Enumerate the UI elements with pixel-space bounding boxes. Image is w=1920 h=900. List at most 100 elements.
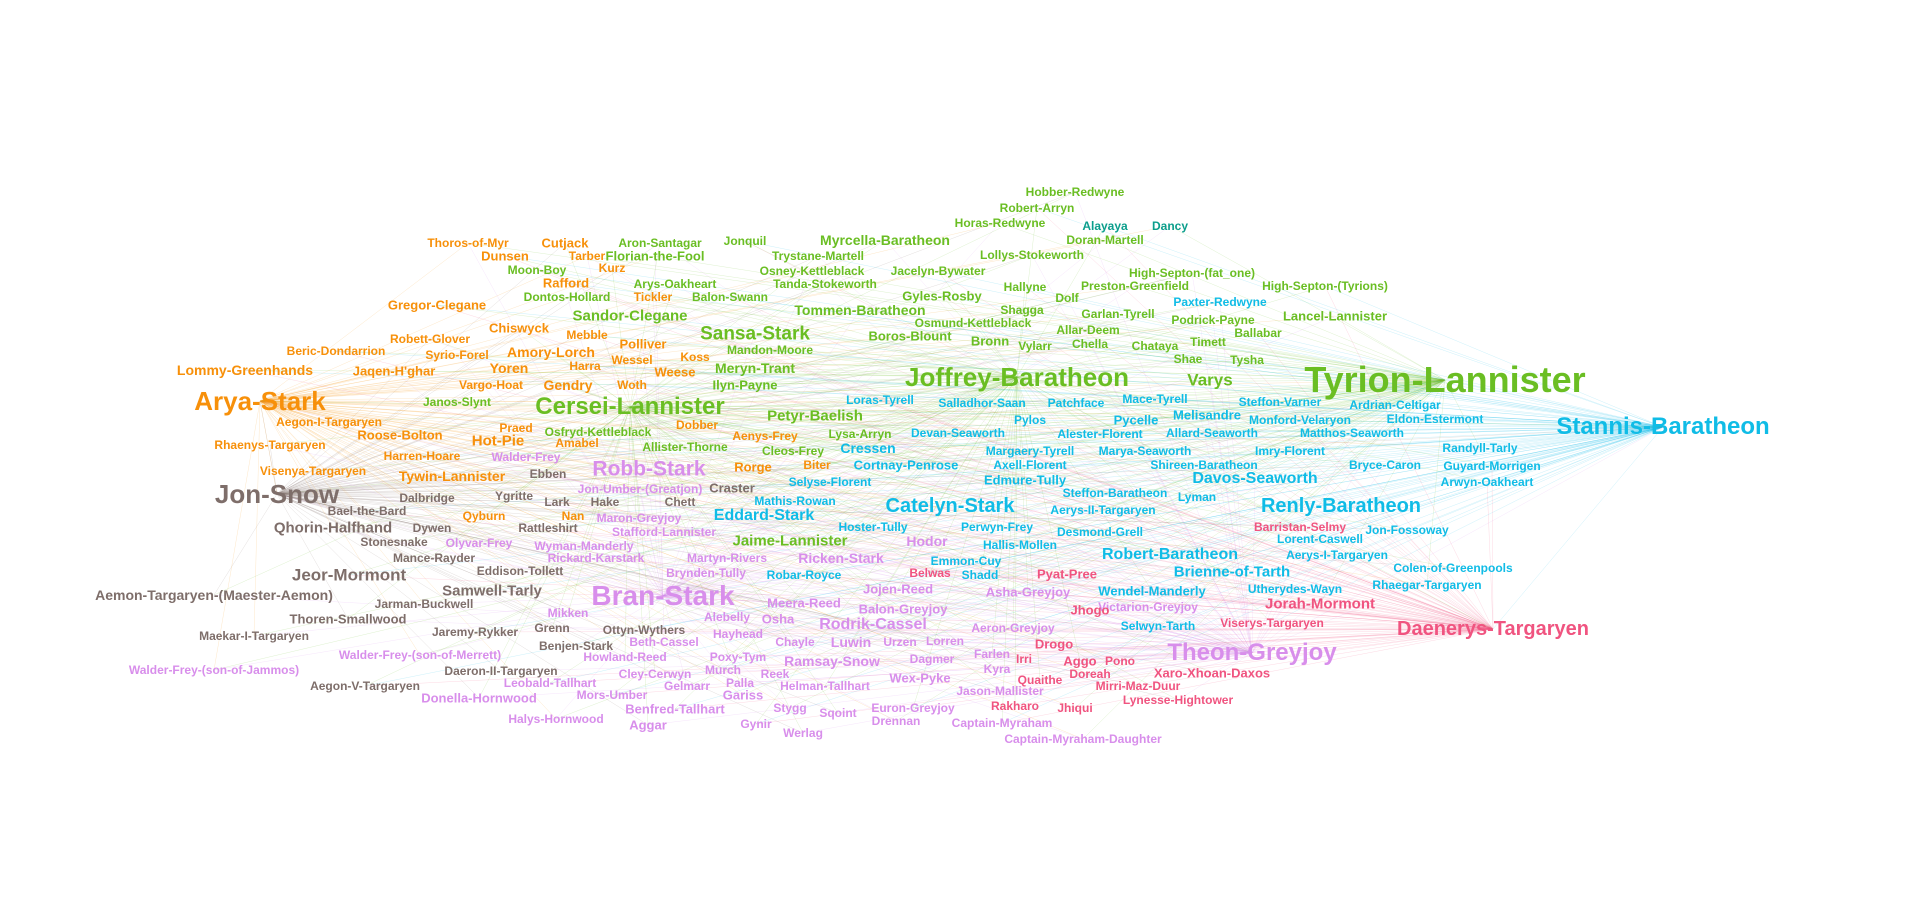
edge-line: [629, 406, 1139, 687]
edge-line: [259, 400, 1481, 449]
node-label: Jon-Snow: [214, 479, 340, 509]
edge-line: [456, 354, 664, 597]
edge-line: [508, 367, 1253, 654]
edge-line: [276, 479, 1026, 495]
edge-line: [763, 376, 1018, 517]
edge-line: [456, 401, 631, 408]
edge-line: [731, 376, 1018, 489]
edge-line: [555, 379, 1446, 720]
edge-line: [364, 376, 1018, 687]
node-label: Robert-Baratheon: [1101, 546, 1239, 563]
edge-line: [276, 493, 553, 629]
edge-line: [276, 493, 1408, 531]
edge-line: [662, 464, 1205, 597]
edge-line: [259, 400, 1321, 605]
edge-line: [629, 406, 1025, 660]
edge-line: [1251, 432, 1353, 654]
edge-line: [629, 239, 886, 408]
edge-line: [1426, 379, 1446, 586]
edge-line: [897, 426, 1664, 590]
edge-line: [276, 493, 933, 660]
node-label: Tanda-Stokeworth: [773, 277, 877, 291]
edge-line: [604, 379, 1446, 503]
edge-line: [276, 492, 1116, 495]
edge-line: [518, 327, 631, 408]
node-label: Euron-Greyjoy: [871, 701, 955, 715]
node-label: Lancel-Lannister: [1282, 308, 1388, 324]
edge-line: [629, 406, 1179, 701]
edge-line: [1016, 376, 1273, 624]
edge-line: [737, 376, 1018, 635]
edge-line: [276, 272, 1193, 495]
node-label: Chataya: [1131, 339, 1179, 353]
edge-line: [996, 376, 1018, 528]
edge-line: [662, 309, 1023, 597]
node-label: Salladhor-Saan: [938, 396, 1026, 410]
edge-line: [595, 426, 1664, 559]
edge-line: [662, 401, 1281, 597]
edge-line: [244, 369, 1664, 428]
node-label: Colen-of-Greenpools: [1393, 561, 1513, 575]
edge-line: [1196, 426, 1664, 498]
edge-line: [547, 426, 1664, 529]
edge-line: [259, 354, 458, 402]
node-label: Ardrian-Celtigar: [1349, 398, 1441, 412]
edge-line: [755, 376, 1018, 725]
node-label: Rhaegar-Targaryen: [1372, 578, 1482, 592]
edge-line: [276, 434, 401, 495]
edge-line: [1340, 426, 1664, 507]
edge-line: [803, 376, 1018, 576]
edge-line: [572, 426, 1664, 517]
edge-line: [419, 379, 1446, 656]
edge-line: [674, 426, 1664, 710]
edge-line: [1137, 652, 1253, 687]
node-label: Dontos-Hollard: [523, 290, 611, 304]
edge-line: [565, 282, 1664, 428]
node-label: Eddison-Tollett: [476, 564, 564, 578]
edge-line: [399, 406, 631, 436]
edge-line: [276, 427, 517, 495]
edge-line: [981, 379, 1446, 404]
edge-line: [556, 501, 1494, 630]
edge-line: [393, 541, 664, 597]
edge-line: [1191, 272, 1253, 654]
edge-line: [763, 426, 1664, 517]
edge-line: [259, 400, 480, 544]
edge-line: [456, 401, 1253, 654]
edge-line: [276, 493, 485, 517]
edge-line: [259, 400, 278, 495]
edge-line: [276, 493, 1233, 573]
edge-line: [1491, 465, 1494, 630]
edge-line: [1023, 652, 1253, 660]
edge-line: [643, 628, 1494, 631]
edge-line: [276, 493, 349, 620]
node-label: Stannis-Baratheon: [1556, 413, 1770, 440]
edge-line: [1016, 376, 1041, 681]
node-label: Ottyn-Wythers: [602, 623, 686, 637]
edge-line: [259, 400, 1091, 675]
edge-line: [595, 557, 1494, 630]
edge-line: [999, 652, 1253, 692]
edge-line: [629, 301, 1221, 408]
edge-line: [629, 406, 998, 670]
edge-line: [629, 406, 1664, 428]
node-label: Cleos-Frey: [761, 444, 825, 458]
node-label: Dolf: [1055, 291, 1079, 305]
edge-line: [662, 557, 728, 597]
edge-line: [1016, 376, 1321, 540]
edge-line: [276, 401, 458, 495]
edge-line: [1299, 419, 1664, 428]
edge-line: [269, 444, 278, 495]
edge-line: [1251, 554, 1338, 654]
node-label: Shadd: [961, 568, 999, 582]
edge-line: [253, 595, 664, 637]
node-label: Thoros-of-Myr: [427, 236, 509, 250]
edge-line: [629, 406, 686, 448]
node-label: Shae: [1173, 352, 1203, 366]
edge-line: [500, 652, 1253, 672]
node-label: Ygritte: [494, 489, 534, 503]
node-label: Shagga: [1000, 303, 1044, 317]
edge-line: [1001, 376, 1018, 724]
edge-line: [705, 572, 1253, 654]
